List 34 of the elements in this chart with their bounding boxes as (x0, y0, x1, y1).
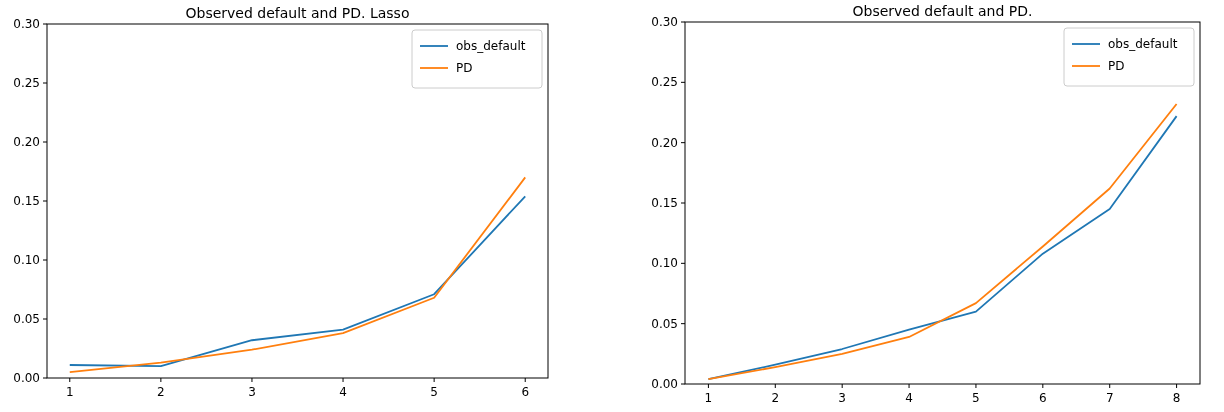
x-tick-label: 3 (248, 385, 256, 399)
y-tick-label: 0.10 (13, 253, 40, 267)
x-tick-label: 5 (972, 391, 980, 405)
x-tick-label: 8 (1172, 391, 1181, 405)
x-tick-label: 5 (430, 385, 438, 399)
y-tick-label: 0.25 (651, 75, 678, 90)
x-tick-label: 4 (905, 391, 913, 405)
x-tick-label: 3 (838, 391, 846, 405)
y-tick-label: 0.30 (13, 17, 40, 31)
y-tick-label: 0.00 (651, 377, 678, 391)
x-tick-label: 4 (339, 385, 347, 399)
x-tick-label: 2 (771, 391, 780, 405)
y-tick-label: 0.05 (651, 316, 678, 331)
y-tick-label: 0.30 (651, 15, 678, 29)
x-tick-label: 2 (157, 385, 165, 399)
y-tick-label: 0.10 (651, 256, 678, 271)
x-tick-label: 7 (1105, 391, 1114, 405)
legend-label: PD (1108, 59, 1125, 73)
y-tick-label: 0.00 (13, 371, 40, 385)
y-tick-label: 0.20 (13, 135, 40, 149)
y-tick-label: 0.15 (13, 194, 40, 208)
y-tick-label: 0.15 (651, 196, 678, 210)
y-tick-label: 0.25 (13, 76, 40, 90)
y-tick-label: 0.20 (651, 135, 678, 150)
legend-label: obs_default (456, 39, 526, 53)
legend-label: obs_default (1108, 37, 1178, 51)
chart-title: Observed default and PD. Lasso (185, 5, 410, 21)
legend-label: PD (456, 61, 473, 75)
chart-title: Observed default and PD. (852, 3, 1033, 19)
y-tick-label: 0.05 (13, 312, 40, 326)
x-tick-label: 6 (1039, 391, 1047, 405)
x-tick-label: 1 (704, 391, 713, 405)
x-tick-label: 6 (521, 385, 530, 399)
x-tick-label: 1 (65, 385, 74, 399)
